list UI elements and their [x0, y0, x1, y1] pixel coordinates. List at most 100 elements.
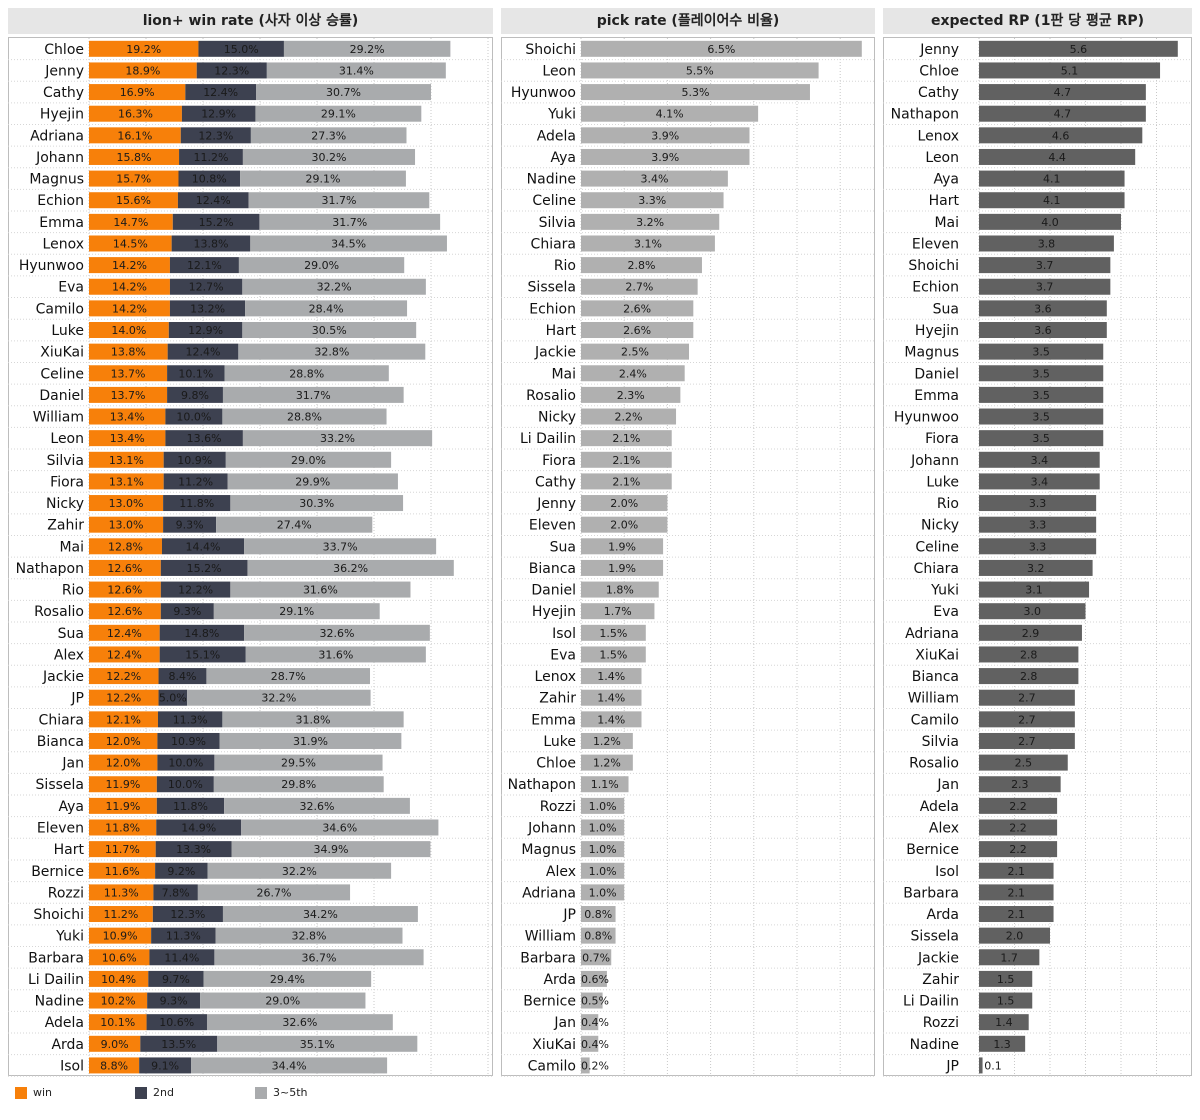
- legend-label-win: win: [33, 1086, 53, 1099]
- category-label-adela: Adela: [537, 128, 576, 144]
- bar-2nd-johann: [179, 148, 243, 165]
- data-label-2nd-li-dailin: 9.7%: [162, 973, 190, 986]
- bar-3-5th-chiara: [222, 711, 404, 728]
- category-label-alex: Alex: [54, 647, 84, 663]
- data-label-2nd-camilo: 13.2%: [190, 302, 225, 315]
- bar-isol: [581, 624, 646, 641]
- data-label-arda: 0.6%: [581, 973, 609, 986]
- category-label-eleven: Eleven: [912, 236, 959, 252]
- bar-rosalio: [581, 386, 681, 403]
- data-label-2nd-hart: 13.3%: [176, 843, 211, 856]
- data-label-win-chiara: 12.1%: [106, 713, 141, 726]
- data-label-cathy: 2.1%: [612, 475, 640, 488]
- data-label-3-5th-echion: 31.7%: [321, 194, 356, 207]
- bar-jan: [581, 1014, 599, 1031]
- bar-2nd-hyunwoo: [169, 257, 239, 274]
- category-label-arda: Arda: [926, 907, 959, 923]
- category-label-rozzi: Rozzi: [923, 1015, 959, 1031]
- data-label-win-isol: 8.8%: [100, 1059, 128, 1072]
- category-label-jackie: Jackie: [534, 345, 576, 361]
- data-label-johann: 1.0%: [589, 821, 617, 834]
- data-label-alex: 1.0%: [589, 865, 617, 878]
- bar-2nd-bianca: [157, 732, 220, 749]
- bar-nathapon: [581, 776, 629, 793]
- data-label-2nd-fiora: 11.2%: [178, 475, 213, 488]
- category-label-jenny: Jenny: [919, 42, 959, 58]
- data-label-3-5th-silvia: 29.0%: [291, 454, 326, 467]
- category-label-camilo: Camilo: [36, 301, 84, 317]
- category-label-mai: Mai: [934, 215, 959, 231]
- data-label-3-5th-johann: 30.2%: [311, 151, 346, 164]
- category-label-nadine: Nadine: [527, 172, 576, 188]
- win-rate-panel: [8, 37, 493, 1076]
- category-label-alex: Alex: [929, 820, 959, 836]
- bar-eleven: [581, 516, 668, 533]
- data-label-2nd-daniel: 9.8%: [181, 389, 209, 402]
- data-label-jp: 0.8%: [584, 908, 612, 921]
- data-label-2nd-chiara: 11.3%: [173, 713, 208, 726]
- data-label-win-luke: 14.0%: [111, 324, 146, 337]
- category-label-bernice: Bernice: [523, 994, 576, 1010]
- data-label-2nd-adela: 10.6%: [159, 1016, 194, 1029]
- data-label-win-sua: 12.4%: [107, 627, 142, 640]
- category-label-nicky: Nicky: [538, 410, 576, 426]
- category-label-shoichi: Shoichi: [525, 42, 576, 58]
- bar-3-5th-xiukai: [238, 343, 426, 360]
- data-label-barbara: 2.1: [1008, 886, 1026, 899]
- bar-3-5th-jp: [187, 689, 371, 706]
- bar-win-eleven: [89, 819, 157, 836]
- category-label-hyejin: Hyejin: [40, 107, 84, 123]
- bar-2nd-silvia: [163, 451, 226, 468]
- category-label-lenox: Lenox: [43, 236, 84, 252]
- data-label-2nd-johann: 11.2%: [194, 151, 229, 164]
- data-label-zahir: 1.5: [997, 973, 1015, 986]
- bar-3-5th-echion: [248, 192, 430, 209]
- bar-3-5th-lenox: [250, 235, 447, 252]
- category-label-shoichi: Shoichi: [908, 258, 959, 274]
- bar-johann: [581, 819, 625, 836]
- data-label-hyunwoo: 3.5: [1032, 411, 1050, 424]
- bar-bianca: [581, 559, 664, 576]
- bar-zahir: [581, 689, 642, 706]
- data-label-jackie: 1.7: [1000, 951, 1018, 964]
- data-label-2nd-zahir: 9.3%: [176, 519, 204, 532]
- data-label-2nd-eleven: 14.9%: [181, 821, 216, 834]
- bar-3-5th-silvia: [225, 451, 392, 468]
- bar-2nd-lenox: [171, 235, 251, 252]
- bar-sua: [979, 300, 1107, 317]
- category-label-hart: Hart: [54, 842, 85, 858]
- bar-li-dailin: [979, 992, 1033, 1009]
- category-label-luke: Luke: [51, 323, 84, 339]
- bar-2nd-alex: [159, 646, 246, 663]
- bar-shoichi: [581, 40, 862, 57]
- bar-3-5th-rio: [230, 581, 411, 598]
- data-label-win-hyunwoo: 14.2%: [112, 259, 147, 272]
- data-label-zahir: 1.4%: [597, 692, 625, 705]
- bar-echion: [581, 300, 694, 317]
- data-label-bianca: 2.8: [1020, 670, 1038, 683]
- bar-2nd-luke: [168, 322, 243, 339]
- data-label-eleven: 2.0%: [610, 519, 638, 532]
- category-label-emma: Emma: [531, 712, 576, 728]
- data-label-adela: 3.9%: [651, 129, 679, 142]
- category-label-chiara: Chiara: [914, 561, 959, 577]
- data-label-luke: 1.2%: [593, 735, 621, 748]
- bar-alex: [581, 862, 625, 879]
- bar-3-5th-jan: [214, 754, 383, 771]
- data-label-chiara: 3.1%: [634, 237, 662, 250]
- category-label-cathy: Cathy: [535, 474, 576, 490]
- category-label-nathapon: Nathapon: [891, 107, 959, 123]
- data-label-daniel: 3.5: [1032, 367, 1050, 380]
- legend-label-3-5th: 3~5th: [273, 1086, 308, 1099]
- bar-3-5th-li-dailin: [203, 970, 372, 987]
- bar-silvia: [581, 213, 720, 230]
- category-label-zahir: Zahir: [539, 691, 576, 707]
- data-label-2nd-alex: 15.1%: [185, 648, 220, 661]
- bar-win-eva: [89, 278, 170, 295]
- category-label-echion: Echion: [37, 193, 84, 209]
- chart-canvas: Chloe 19.2% 15.0% 29.2% Jenny 18.9% 12.3% 31.4%…: [8, 38, 1190, 1077]
- category-label-jp: JP: [562, 907, 576, 923]
- bar-win-chloe: [89, 40, 199, 57]
- data-label-silvia: 3.2%: [636, 216, 664, 229]
- data-label-rozzi: 1.0%: [589, 800, 617, 813]
